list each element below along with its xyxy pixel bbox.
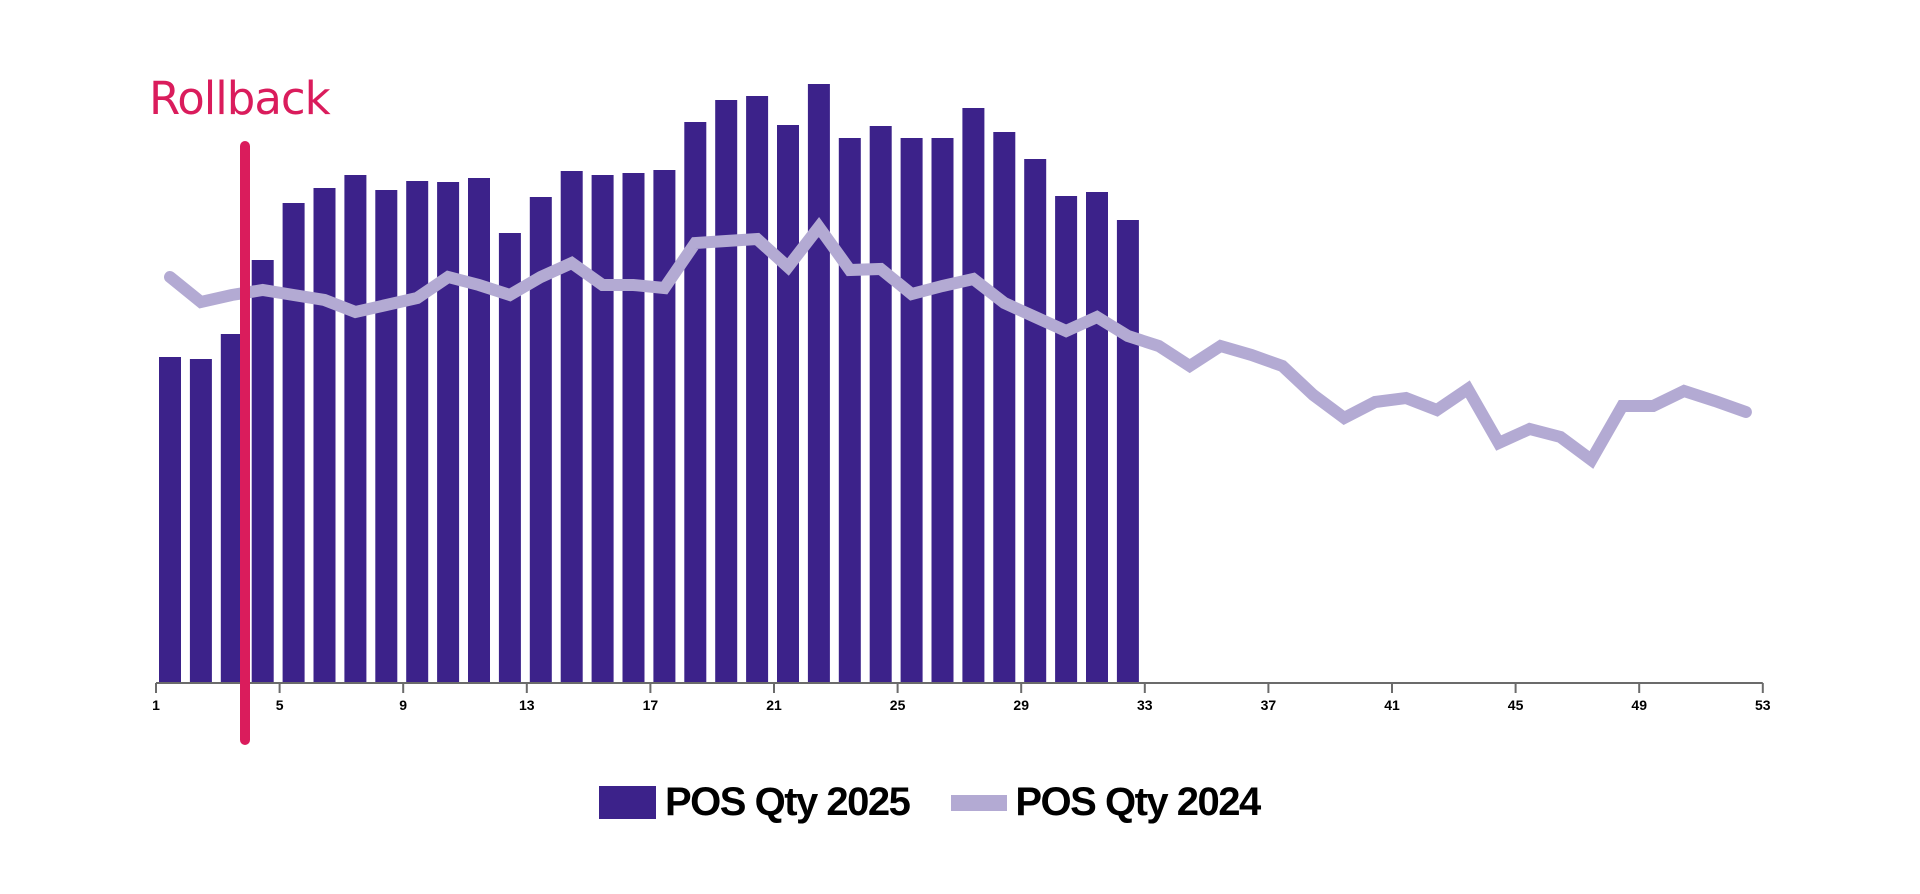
x-tick-label: 45 (1508, 697, 1524, 713)
bar-pos-qty-2025 (962, 108, 985, 683)
bar-pos-qty-2025 (189, 359, 212, 683)
x-tick-label: 41 (1384, 697, 1400, 713)
line-swatch-icon (951, 794, 1008, 811)
legend-item-pos-qty-2025: POS Qty 2025 (599, 780, 911, 825)
x-tick-label: 9 (399, 697, 407, 713)
bar-pos-qty-2025 (715, 100, 738, 683)
bar-pos-qty-2025 (869, 126, 892, 683)
bar-pos-qty-2025 (344, 175, 367, 683)
bar-pos-qty-2025 (406, 181, 429, 683)
bar-pos-qty-2025 (282, 203, 305, 683)
bar-pos-qty-2025 (437, 182, 460, 683)
bar-pos-qty-2025 (900, 138, 923, 683)
x-tick-label: 13 (519, 697, 535, 713)
bar-pos-qty-2025 (684, 122, 707, 683)
bar-pos-qty-2025 (251, 260, 274, 683)
bar-pos-qty-2025 (777, 125, 799, 683)
x-tick-label: 29 (1013, 697, 1029, 713)
legend-label: POS Qty 2025 (665, 780, 911, 824)
x-tick-label: 25 (890, 697, 906, 713)
x-tick-label: 37 (1261, 697, 1277, 713)
bar-pos-qty-2025 (529, 197, 552, 683)
bar-pos-qty-2025 (1086, 192, 1108, 683)
bar-swatch-icon (599, 786, 656, 819)
legend-label: POS Qty 2024 (1015, 780, 1261, 824)
bar-pos-qty-2025 (313, 188, 336, 683)
bar-pos-qty-2025 (1055, 196, 1078, 683)
legend-item-pos-qty-2024: POS Qty 2024 (951, 780, 1261, 825)
line-pos-qty-2024 (164, 216, 1752, 469)
bar-pos-qty-2025 (159, 357, 181, 683)
x-tick-label: 5 (276, 697, 284, 713)
bar-pos-qty-2025 (993, 132, 1016, 683)
x-tick-label: 33 (1137, 697, 1153, 713)
x-tick-label: 21 (766, 697, 782, 713)
bar-pos-qty-2025 (220, 334, 243, 683)
bar-pos-qty-2025 (468, 178, 490, 683)
bar-pos-qty-2025 (807, 84, 830, 683)
bar-pos-qty-2025 (653, 170, 676, 683)
rollback-annotation-label: Rollback (149, 72, 331, 125)
x-tick-label: 53 (1755, 697, 1771, 713)
bar-pos-qty-2025 (498, 233, 521, 683)
x-tick-label: 17 (643, 697, 659, 713)
bar-pos-qty-2025 (560, 171, 583, 683)
bar-pos-qty-2025 (622, 173, 645, 683)
chart-legend: POS Qty 2025 POS Qty 2024 (599, 780, 1302, 825)
x-tick-label: 1 (152, 697, 160, 713)
bar-pos-qty-2025 (838, 138, 861, 683)
bar-pos-qty-2025 (375, 190, 398, 683)
x-tick-label: 49 (1631, 697, 1647, 713)
bar-pos-qty-2025 (1116, 220, 1139, 683)
bar-pos-qty-2025 (931, 138, 954, 683)
bar-pos-qty-2025 (746, 96, 769, 683)
bar-pos-qty-2025 (1024, 159, 1047, 683)
bar-pos-qty-2025 (591, 175, 614, 683)
